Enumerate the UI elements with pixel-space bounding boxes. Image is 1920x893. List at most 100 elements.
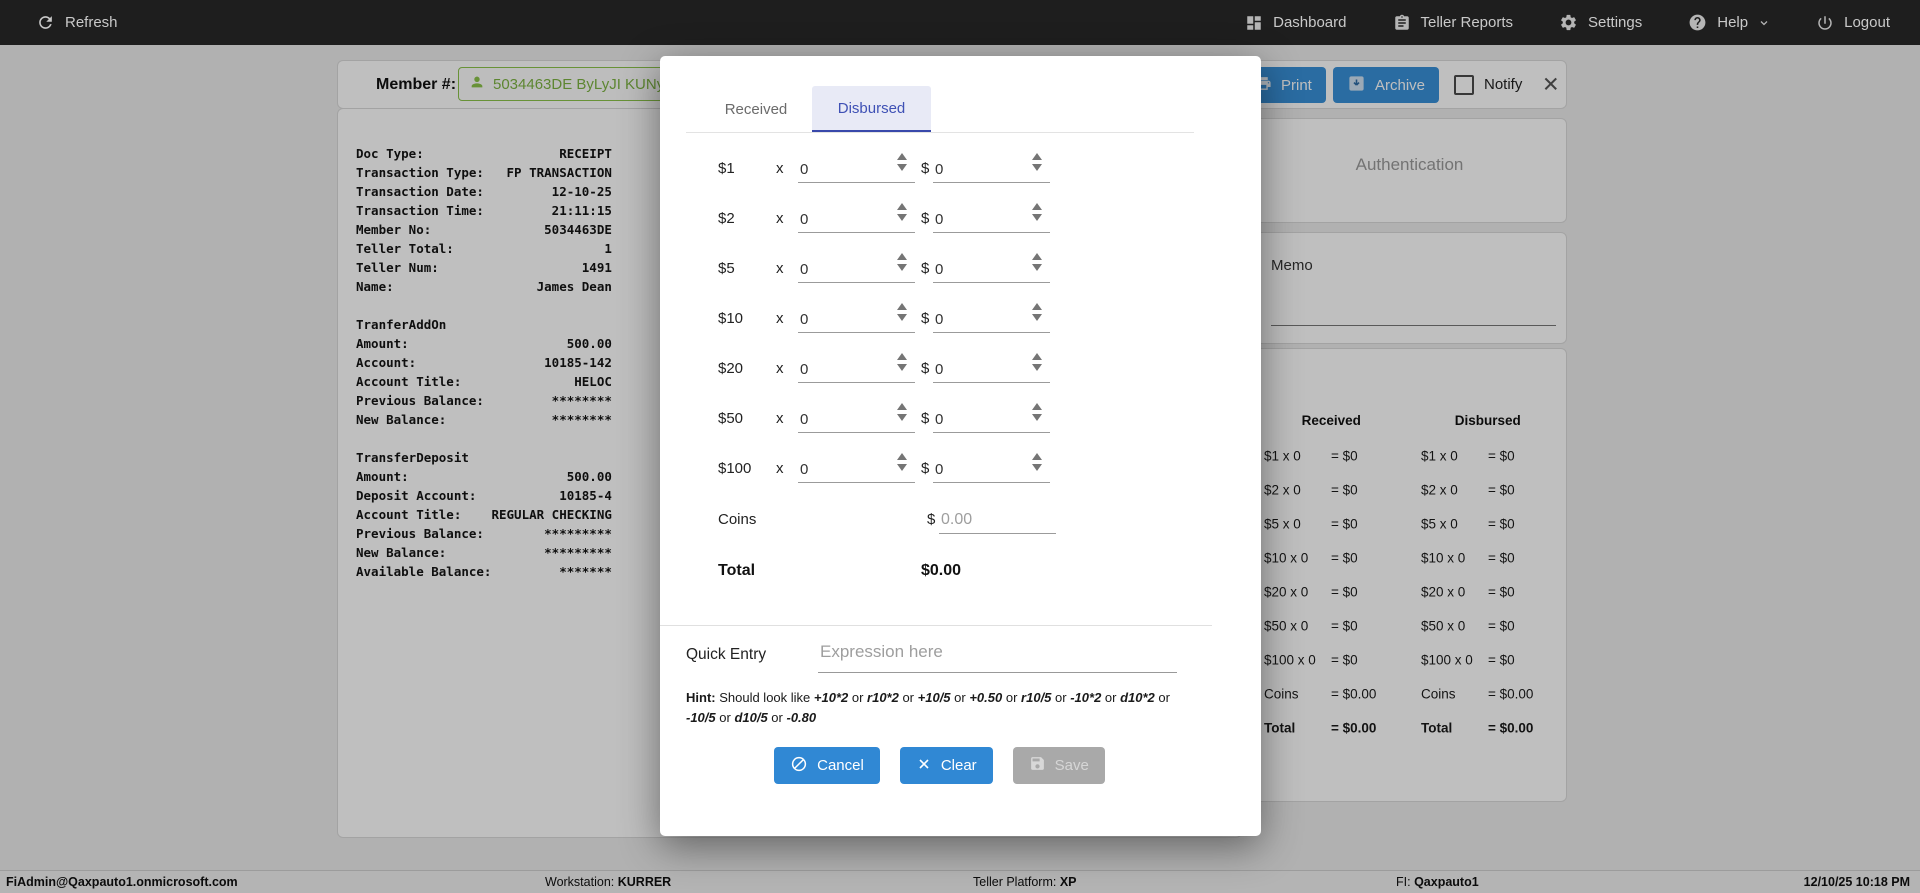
coins-input[interactable]: 0.00 [939,504,1056,534]
nav-item-settings[interactable]: Settings [1559,13,1642,32]
count-spinner[interactable] [897,353,907,371]
refresh-button[interactable]: Refresh [36,13,118,32]
count-spinner[interactable] [897,403,907,421]
disbursed-denom-label: $2 x 0 [1421,482,1458,498]
spinner-down-icon[interactable] [1032,464,1042,471]
spinner-up-icon[interactable] [897,353,907,360]
amount-spinner[interactable] [1032,153,1042,171]
received-denom-value: = $0 [1331,584,1358,600]
count-spinner[interactable] [897,203,907,221]
received-denom-value: = $0.00 [1331,720,1377,736]
spinner-down-icon[interactable] [1032,264,1042,271]
count-value: 0 [800,261,809,278]
summary-row: Total = $0.00 Total = $0.00 [1253,711,1566,745]
count-spinner[interactable] [897,253,907,271]
amount-input[interactable]: 0 [933,403,1050,433]
nav-item-logout[interactable]: Logout [1816,14,1890,32]
nav-item-dashboard[interactable]: Dashboard [1245,14,1347,32]
save-button[interactable]: Save [1012,747,1105,784]
spinner-down-icon[interactable] [1032,414,1042,421]
denomination-row: $2 x 0 $ 0 [718,193,1218,243]
quick-entry-input[interactable]: Expression here [818,634,1177,673]
status-datetime: 12/10/25 10:18 PM [1803,875,1910,889]
count-spinner[interactable] [897,153,907,171]
coins-placeholder: 0.00 [941,511,973,528]
count-input[interactable]: 0 [798,303,915,333]
spinner-up-icon[interactable] [1032,203,1042,210]
cancel-button[interactable]: Cancel [774,747,880,784]
received-denom-label: $10 x 0 [1264,550,1309,566]
amount-input[interactable]: 0 [933,353,1050,383]
spinner-down-icon[interactable] [1032,314,1042,321]
amount-spinner[interactable] [1032,203,1042,221]
tab-disbursed[interactable]: Disbursed [812,86,931,132]
notify-checkbox[interactable] [1454,74,1474,95]
count-value: 0 [800,211,809,228]
spinner-down-icon[interactable] [897,414,907,421]
dialog-buttons: Cancel Clear Save [639,747,1240,784]
amount-spinner[interactable] [1032,353,1042,371]
count-spinner[interactable] [897,453,907,471]
received-denom-label: $2 x 0 [1264,482,1301,498]
disbursed-denom-label: $10 x 0 [1421,550,1466,566]
amount-input[interactable]: 0 [933,203,1050,233]
multiply-label: x [776,159,784,177]
count-spinner[interactable] [897,303,907,321]
disbursed-denom-value: = $0.00 [1488,720,1534,736]
tab-received[interactable]: Received [724,100,788,118]
spinner-down-icon[interactable] [897,164,907,171]
received-denom-value: = $0 [1331,516,1358,532]
clear-button[interactable]: Clear [899,747,993,784]
notify-toggle[interactable]: Notify [1454,74,1522,95]
spinner-up-icon[interactable] [1032,353,1042,360]
spinner-up-icon[interactable] [897,253,907,260]
spinner-up-icon[interactable] [1032,453,1042,460]
received-denom-label: Total [1264,720,1296,736]
disbursed-denom-value: = $0 [1488,550,1515,566]
count-input[interactable]: 0 [798,153,915,183]
spinner-down-icon[interactable] [1032,164,1042,171]
nav-item-teller-reports[interactable]: Teller Reports [1393,14,1513,32]
count-input[interactable]: 0 [798,453,915,483]
multiply-label: x [776,359,784,377]
nav-item-help[interactable]: Help [1688,13,1770,32]
count-input[interactable]: 0 [798,253,915,283]
amount-input[interactable]: 0 [933,253,1050,283]
spinner-up-icon[interactable] [1032,303,1042,310]
count-input[interactable]: 0 [798,403,915,433]
spinner-up-icon[interactable] [897,453,907,460]
spinner-down-icon[interactable] [897,464,907,471]
close-icon[interactable]: ✕ [1542,73,1560,96]
spinner-up-icon[interactable] [897,153,907,160]
spinner-down-icon[interactable] [897,214,907,221]
spinner-up-icon[interactable] [897,303,907,310]
spinner-down-icon[interactable] [1032,214,1042,221]
count-value: 0 [800,361,809,378]
amount-value: 0 [935,161,944,178]
quick-entry-section: Quick Entry Expression here [686,634,1206,674]
amount-input[interactable]: 0 [933,453,1050,483]
amount-input[interactable]: 0 [933,153,1050,183]
spinner-down-icon[interactable] [1032,364,1042,371]
spinner-up-icon[interactable] [1032,403,1042,410]
spinner-up-icon[interactable] [897,203,907,210]
amount-spinner[interactable] [1032,453,1042,471]
memo-input[interactable] [1271,325,1556,326]
amount-value: 0 [935,261,944,278]
amount-spinner[interactable] [1032,253,1042,271]
amount-input[interactable]: 0 [933,303,1050,333]
dollar-prefix: $ [921,409,930,427]
spinner-up-icon[interactable] [1032,153,1042,160]
spinner-down-icon[interactable] [897,264,907,271]
amount-spinner[interactable] [1032,303,1042,321]
spinner-up-icon[interactable] [897,403,907,410]
spinner-up-icon[interactable] [1032,253,1042,260]
summary-row: Coins = $0.00 Coins = $0.00 [1253,677,1566,711]
archive-button[interactable]: Archive [1333,67,1440,103]
disbursed-denom-label: $20 x 0 [1421,584,1466,600]
count-input[interactable]: 0 [798,353,915,383]
spinner-down-icon[interactable] [897,364,907,371]
count-input[interactable]: 0 [798,203,915,233]
amount-spinner[interactable] [1032,403,1042,421]
spinner-down-icon[interactable] [897,314,907,321]
